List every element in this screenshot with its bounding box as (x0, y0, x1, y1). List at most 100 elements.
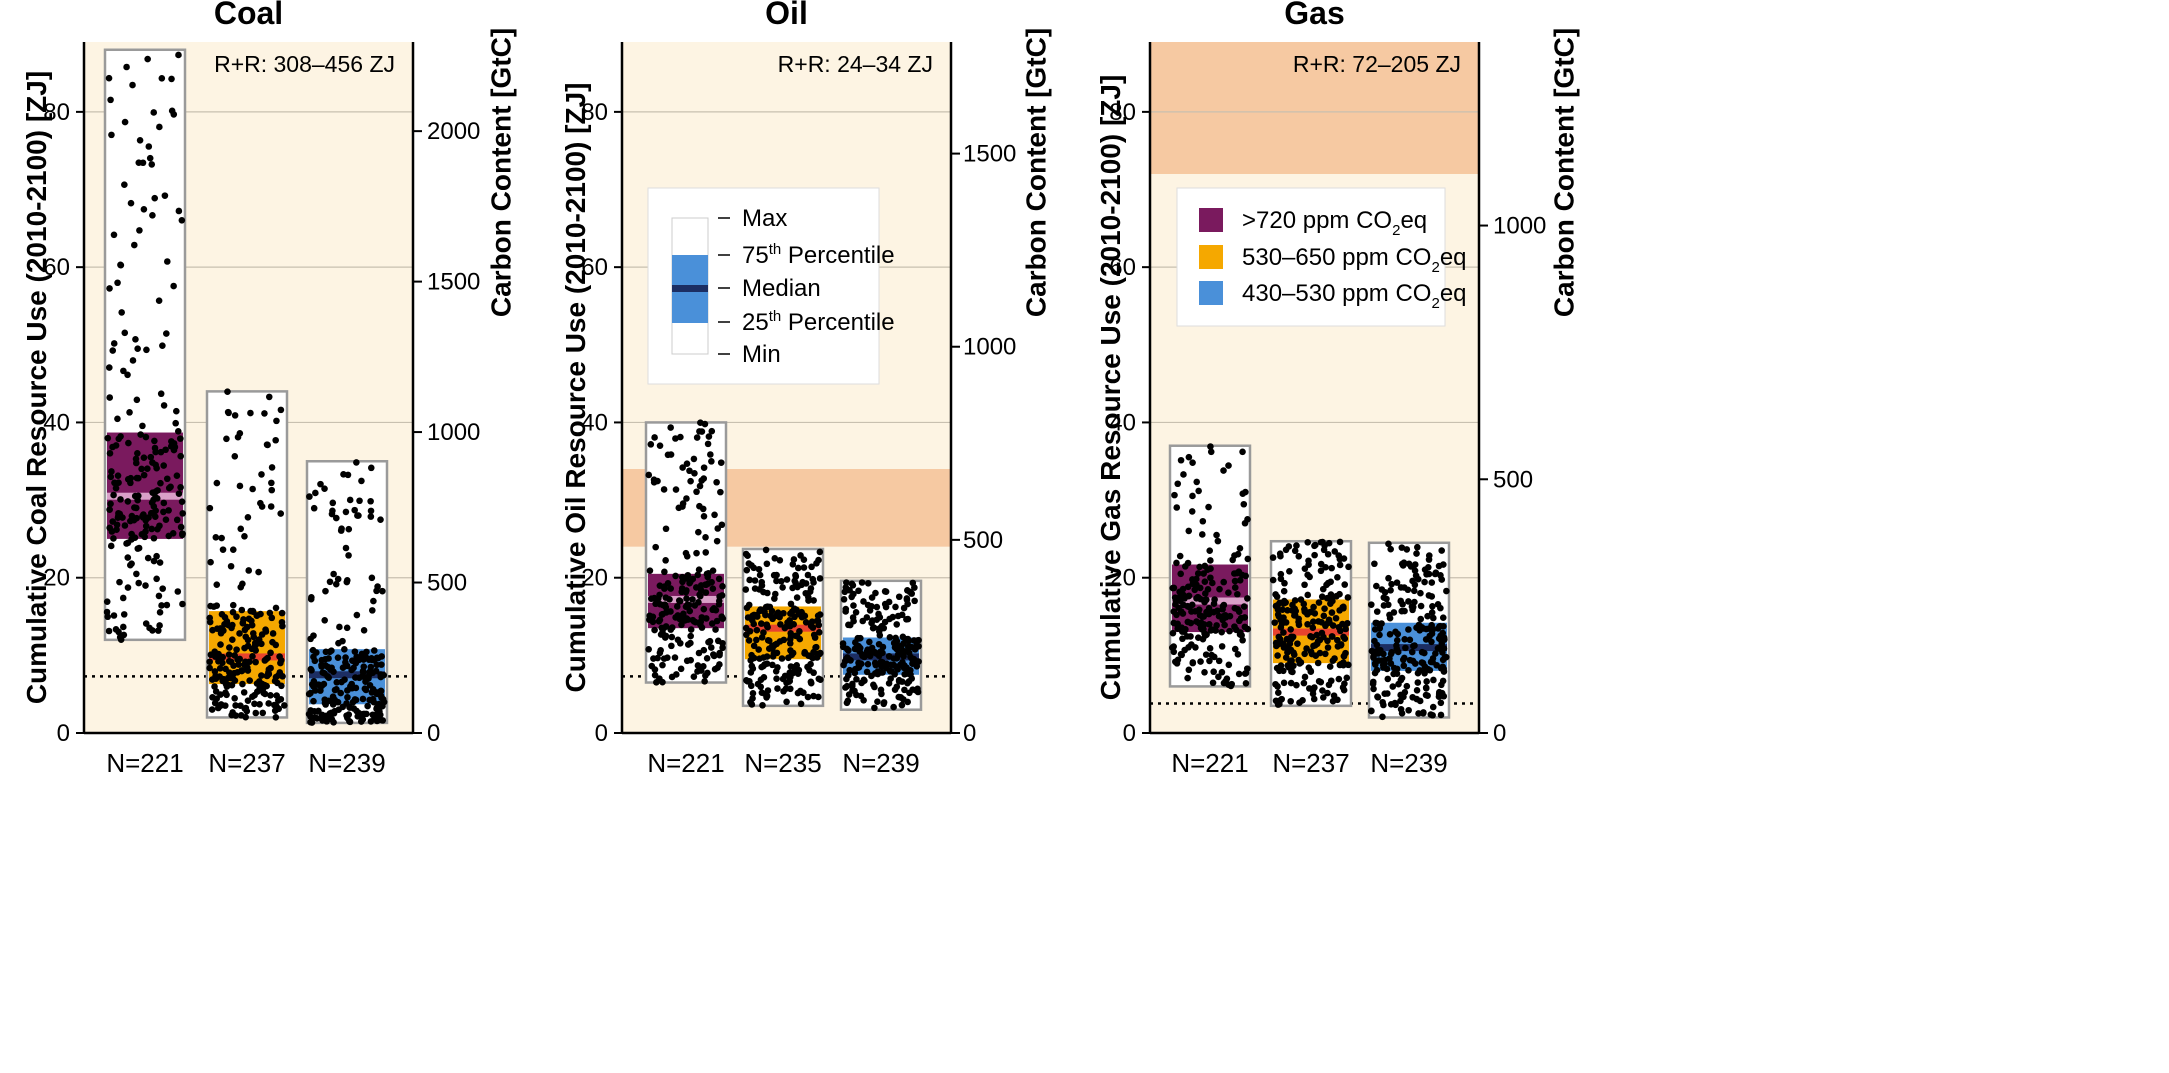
data-point (800, 564, 808, 571)
y2-tick-label: 500 (427, 570, 467, 597)
n-label: N=239 (842, 748, 919, 778)
data-point (1431, 570, 1439, 578)
data-point (307, 718, 314, 726)
data-point (846, 656, 854, 664)
data-point (655, 618, 663, 625)
data-point (696, 428, 703, 435)
data-point (1280, 600, 1288, 607)
data-point (1344, 594, 1352, 601)
data-point (691, 470, 698, 477)
data-point (1293, 542, 1300, 549)
legend-swatch (1199, 208, 1223, 232)
data-point (213, 581, 221, 588)
data-point (1335, 675, 1343, 683)
data-point (233, 646, 240, 653)
data-point (334, 575, 342, 583)
rr-label: R+R: 24–34 ZJ (778, 51, 933, 77)
data-point (262, 655, 270, 663)
data-point (142, 433, 150, 441)
data-point (868, 594, 876, 601)
data-point (718, 592, 726, 599)
data-point (898, 649, 906, 657)
data-point (367, 507, 375, 515)
data-point (1414, 575, 1422, 583)
data-point (155, 297, 163, 304)
data-point (318, 663, 325, 670)
data-point (807, 585, 815, 592)
data-point (714, 637, 722, 645)
data-point (364, 702, 371, 710)
data-point (170, 440, 178, 447)
data-point (123, 63, 130, 71)
data-point (179, 510, 186, 517)
data-point (1295, 656, 1302, 664)
data-point (237, 702, 244, 709)
data-point (1344, 619, 1351, 627)
data-point (1409, 606, 1416, 614)
data-point (1231, 577, 1239, 585)
data-point (1315, 677, 1323, 685)
data-point (645, 471, 653, 479)
data-point (216, 665, 224, 672)
data-point (683, 460, 691, 467)
data-point (252, 709, 260, 717)
data-point (802, 619, 810, 626)
y-tick-label: 80 (581, 99, 608, 126)
data-point (1209, 579, 1216, 587)
data-point (368, 689, 376, 696)
data-point (236, 630, 243, 637)
data-point (106, 394, 114, 401)
data-point (263, 672, 271, 680)
data-point (667, 585, 674, 592)
data-point (762, 603, 770, 611)
data-point (248, 621, 256, 629)
data-point (760, 674, 768, 681)
data-point (1200, 621, 1208, 628)
data-point (217, 702, 224, 710)
data-point (145, 143, 153, 150)
data-point (893, 621, 901, 628)
data-point (810, 631, 818, 639)
data-point (1300, 600, 1308, 608)
data-point (160, 402, 168, 409)
data-point (815, 629, 823, 636)
data-point (715, 575, 723, 583)
data-point (233, 613, 240, 620)
data-point (872, 589, 879, 597)
data-point (124, 554, 132, 561)
data-point (149, 489, 156, 496)
data-point (756, 571, 764, 579)
data-point (379, 587, 386, 595)
data-point (223, 435, 230, 443)
data-point (138, 465, 145, 473)
data-point (891, 670, 898, 678)
data-point (689, 575, 697, 583)
data-point (1393, 665, 1401, 673)
y2-axis-label: Carbon Content [GtC] (485, 28, 516, 317)
data-point (719, 615, 727, 622)
data-point (1315, 599, 1323, 606)
data-point (362, 678, 369, 685)
data-point (1425, 556, 1433, 563)
y2-axis-label: Carbon Content [GtC] (1548, 28, 1579, 317)
data-point (228, 681, 236, 689)
panel-gas: 0 20 40 60 80 0 500 1000 N=221 N=237 N=239 Gas R+R: … (1095, 0, 1579, 778)
data-point (690, 618, 698, 625)
data-point (816, 548, 824, 556)
data-point (718, 521, 726, 529)
data-point (251, 700, 258, 708)
median-line (107, 492, 183, 500)
data-point (158, 74, 166, 82)
data-point (120, 611, 128, 618)
data-point (1275, 633, 1283, 641)
data-point (1317, 567, 1325, 575)
data-point (1309, 618, 1317, 625)
data-point (763, 660, 771, 667)
n-label: N=237 (208, 748, 285, 778)
data-point (689, 596, 696, 603)
data-point (176, 435, 184, 442)
data-point (259, 709, 267, 717)
data-point (774, 685, 781, 692)
data-point (1421, 578, 1428, 586)
data-point (1319, 538, 1326, 546)
